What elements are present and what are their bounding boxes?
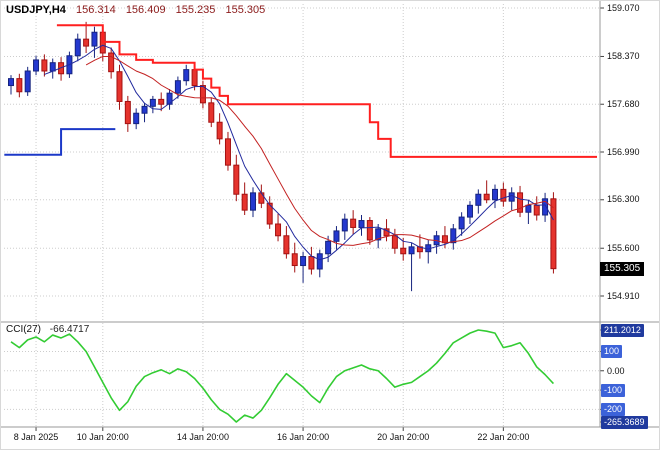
low-value: 155.235 <box>175 4 216 16</box>
close-value: 155.305 <box>225 4 266 16</box>
symbol-timeframe-label: USDJPY,H4 <box>6 4 66 16</box>
ohlc-readout: USDJPY,H4 156.314 156.409 155.235 155.30… <box>6 4 265 16</box>
cci-value: -66.4717 <box>49 324 90 335</box>
high-value: 156.409 <box>125 4 166 16</box>
open-value: 156.314 <box>75 4 116 16</box>
cci-name: CCI(27) <box>6 324 42 335</box>
cci-indicator-label: CCI(27) -66.4717 <box>6 324 89 335</box>
current-price-badge: 155.305 <box>600 261 645 276</box>
